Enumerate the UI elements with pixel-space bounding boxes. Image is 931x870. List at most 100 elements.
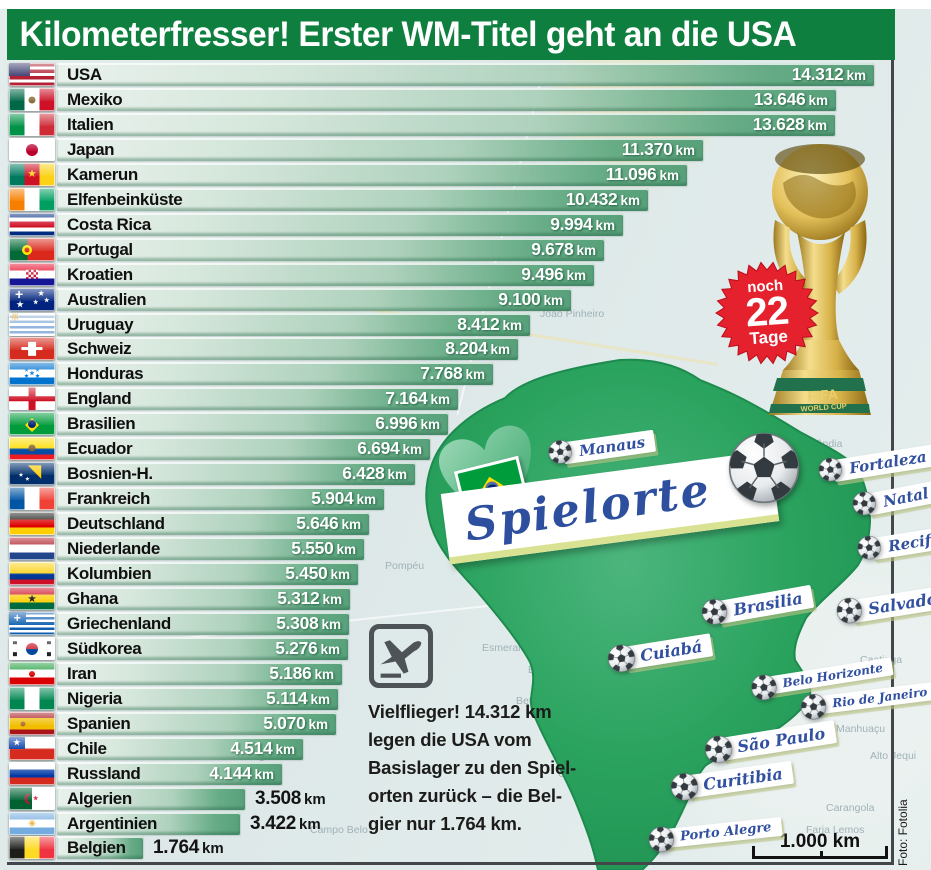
- soccer-ball-icon: [699, 597, 729, 627]
- venue-label: Curitibia: [685, 760, 795, 799]
- flag-schweiz: [9, 337, 55, 360]
- bar-row: [57, 138, 703, 161]
- note-line: Vielflieger! 14.312 km: [368, 701, 552, 722]
- country-label: Brasilien: [67, 414, 136, 433]
- flag-kroatien: [9, 263, 55, 286]
- top-margin: [0, 0, 931, 9]
- bar-row: [57, 63, 874, 86]
- bar-row: [57, 412, 448, 435]
- flag-brasilien: ◆: [9, 412, 55, 435]
- basemap-place-label: Campo Belo: [310, 824, 368, 836]
- value-label: 5.114 km: [266, 688, 330, 708]
- bar-row: [57, 213, 623, 236]
- bar-row: [57, 612, 349, 635]
- flag-russland: [9, 762, 55, 785]
- value-label: 9.496 km: [521, 264, 586, 284]
- flag-emblem: ★: [25, 476, 30, 483]
- soccer-ball-icon: [668, 771, 700, 803]
- flag-england: [9, 387, 55, 410]
- flag-elfenbeinkste: [9, 188, 55, 211]
- venue-recife: Recife: [871, 525, 931, 560]
- soccer-ball-icon: [856, 534, 883, 561]
- value-label: 9.994 km: [550, 214, 615, 234]
- flag-argentinien: ☀: [9, 812, 55, 835]
- country-label: Kolumbien: [67, 564, 152, 583]
- note-line: Basislager zu den Spiel-: [368, 757, 577, 778]
- flag-emblem: ★: [24, 373, 29, 380]
- country-label: Ecuador: [67, 439, 133, 458]
- flag-australien: + ★ ★ ★ ★: [9, 288, 55, 311]
- value-label: 5.550 km: [291, 538, 356, 558]
- country-label: Mexiko: [67, 90, 123, 109]
- value-label: 5.186 km: [269, 663, 334, 683]
- starburst-icon: [715, 261, 819, 365]
- bar-row: [57, 836, 143, 859]
- venue-label: Fortaleza: [831, 444, 931, 482]
- value-label: 5.070 km: [263, 713, 328, 733]
- basemap-place-label: Faria Lemos: [806, 824, 865, 836]
- venue-label: Brasilia: [715, 584, 815, 625]
- flag-ecuador: [9, 437, 55, 460]
- flag-ghana: ★: [9, 587, 55, 610]
- flag-portugal: [9, 238, 55, 261]
- flag-emblem: ★: [18, 472, 24, 479]
- flag-emblem: ★: [44, 298, 50, 305]
- page-title: Kilometerfresser! Erster WM-Titel geht a…: [19, 14, 797, 54]
- flag-bosnienh: ◥ ★ ★: [9, 462, 55, 485]
- flag-emblem: [46, 652, 52, 657]
- bar-row: [57, 387, 458, 410]
- value-label: 14.312 km: [791, 64, 866, 84]
- flag-honduras: ★ ★ ★ ★ ★: [9, 362, 55, 385]
- venue-riodejaneiro: Rio de Janeiro: [815, 681, 931, 715]
- country-label: Japan: [67, 140, 115, 159]
- bar-row: [57, 487, 384, 510]
- bar-row: [57, 537, 364, 560]
- country-label: Südkorea: [67, 639, 142, 658]
- bar-row: [57, 337, 518, 360]
- soccer-ball-icon: [702, 733, 734, 765]
- bar-row: [57, 812, 240, 835]
- flag-niederlande: [9, 537, 55, 560]
- trophy-fifa-text: FIFA: [807, 386, 838, 404]
- value-label: 5.276 km: [275, 638, 340, 658]
- country-label: Griechenland: [67, 614, 171, 633]
- country-label: Belgien: [67, 838, 126, 857]
- value-label: 3.422 km: [250, 813, 321, 834]
- country-label: Italien: [67, 115, 114, 134]
- note-line: orten zurück – die Bel-: [368, 785, 562, 806]
- bar-row: [57, 263, 594, 286]
- soccer-ball-icon: [850, 489, 878, 517]
- bar-row: [57, 288, 571, 311]
- flag-emblem: ★: [16, 299, 24, 309]
- bar-row: [57, 512, 369, 535]
- frame-bottom: [7, 862, 894, 865]
- value-label: 5.308 km: [276, 613, 341, 633]
- venue-label: São Paulo: [719, 720, 837, 761]
- value-label: 11.096 km: [605, 164, 679, 184]
- note-line: gier nur 1.764 km.: [368, 813, 522, 834]
- country-label: USA: [67, 65, 102, 84]
- value-label: 5.312 km: [277, 588, 342, 608]
- bar-row: [57, 238, 604, 261]
- venue-cuiab: Cuiabá: [623, 633, 714, 670]
- bar-row: [57, 712, 336, 735]
- bar-row: [57, 687, 338, 710]
- basemap-place-label: João Pinheiro: [540, 308, 605, 320]
- bar-row: [57, 737, 303, 760]
- trophy-worldcup-text: WORLD CUP: [800, 401, 847, 413]
- value-label: 4.514 km: [230, 738, 295, 758]
- country-label: England: [67, 389, 132, 408]
- note-line: legen die USA vom: [368, 729, 532, 750]
- country-label: Ghana: [67, 589, 118, 608]
- bar-row: [57, 462, 415, 485]
- soccer-ball-icon: [547, 438, 574, 465]
- note-text: Vielflieger! 14.312 km legen die USA vom B…: [368, 698, 593, 838]
- country-label: Portugal: [67, 240, 133, 259]
- flag-deutschland: [9, 512, 55, 535]
- flag-italien: [9, 113, 55, 136]
- bar-row: [57, 88, 836, 111]
- venue-sopaulo: São Paulo: [720, 720, 837, 761]
- value-label: 8.412 km: [457, 314, 522, 334]
- venue-manaus: Manaus: [562, 429, 657, 465]
